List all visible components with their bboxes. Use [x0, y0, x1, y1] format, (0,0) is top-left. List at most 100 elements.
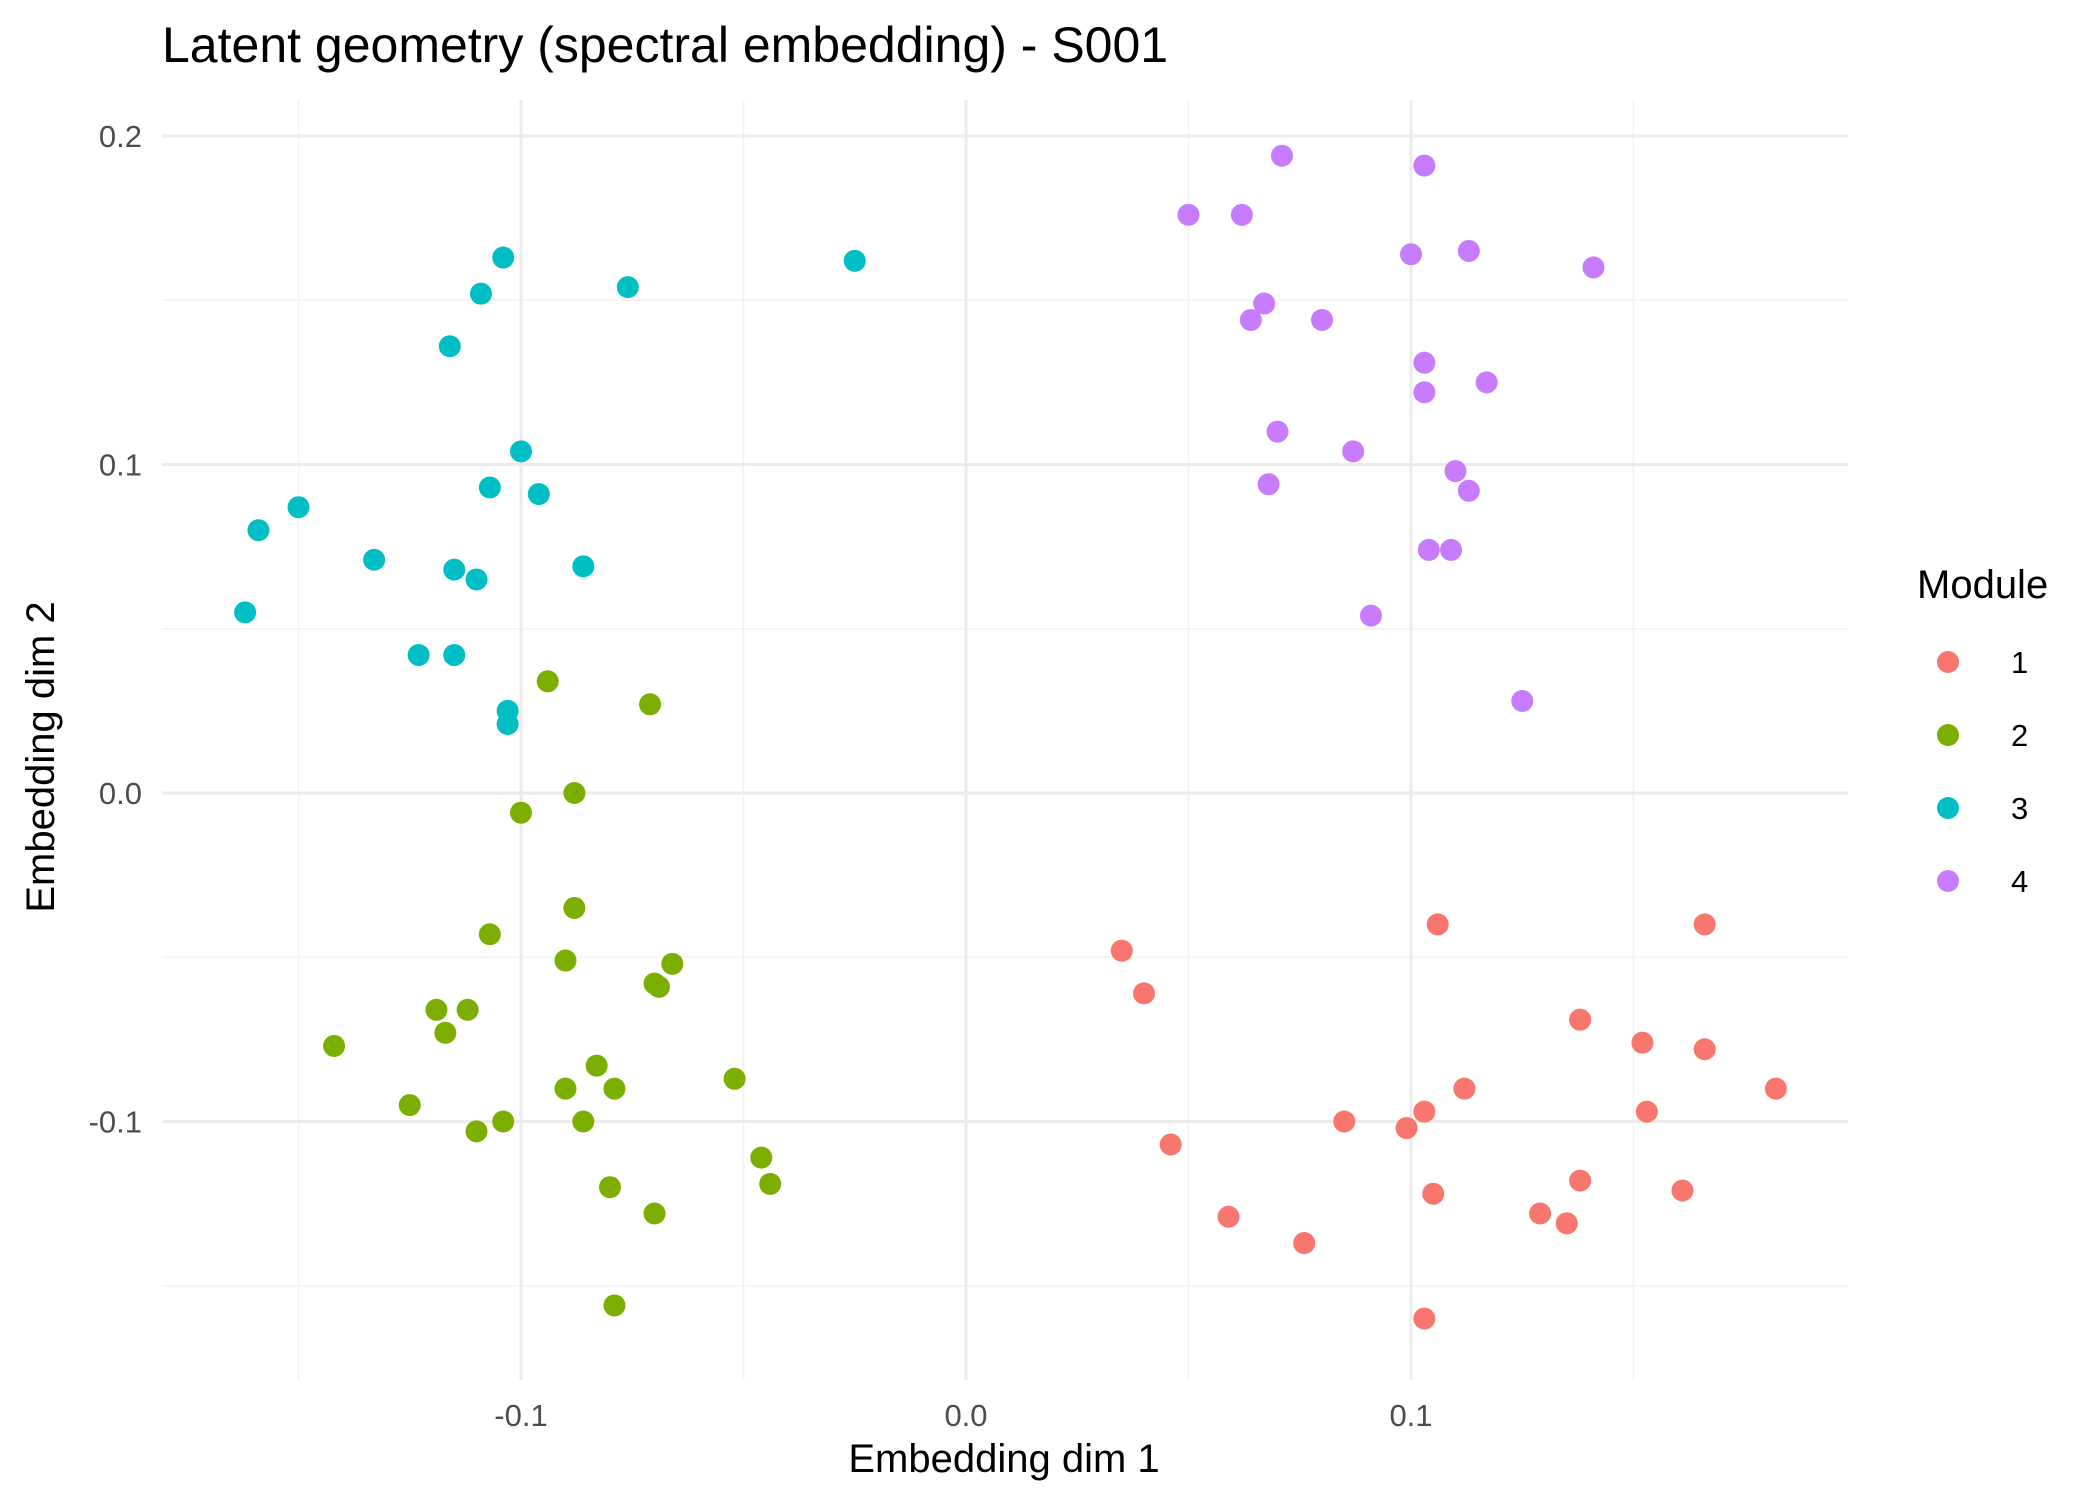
data-point-module-3 [247, 519, 270, 542]
data-point-module-1 [1426, 913, 1449, 936]
data-point-module-3 [407, 644, 430, 667]
data-point-module-2 [398, 1094, 421, 1117]
legend-items: 1 2 3 4 [1937, 645, 2028, 899]
data-point-module-1 [1333, 1110, 1356, 1133]
data-point-module-4 [1270, 144, 1293, 167]
data-point-module-3 [469, 282, 492, 305]
data-point-module-2 [759, 1172, 782, 1195]
y-tick-label: 0.1 [99, 448, 142, 483]
data-point-module-3 [478, 476, 501, 499]
data-point-module-3 [492, 246, 515, 269]
x-axis-title: Embedding dim 1 [848, 1437, 1159, 1481]
data-point-module-1 [1133, 982, 1155, 1005]
data-point-module-4 [1413, 351, 1436, 374]
data-point-module-1 [1569, 1169, 1592, 1192]
data-point-module-3 [363, 548, 386, 571]
data-point-module-4 [1444, 460, 1467, 483]
legend-label-module-2: 2 [2011, 718, 2028, 753]
data-point-module-1 [1293, 1232, 1316, 1255]
data-point-module-4 [1582, 256, 1605, 279]
series-3-group [234, 246, 866, 736]
data-point-module-2 [661, 952, 684, 975]
data-point-module-2 [434, 1021, 457, 1044]
legend-label-module-3: 3 [2011, 791, 2028, 826]
data-point-module-4 [1457, 479, 1480, 502]
data-point-module-2 [323, 1034, 346, 1057]
data-point-module-4 [1475, 371, 1498, 394]
data-point-module-1 [1693, 1038, 1716, 1061]
data-point-module-1 [1693, 913, 1716, 936]
data-point-module-2 [478, 923, 501, 946]
x-tick-label: -0.1 [494, 1398, 547, 1433]
data-point-module-2 [425, 998, 448, 1021]
legend-label-module-1: 1 [2011, 645, 2028, 680]
y-tick-label: -0.1 [89, 1105, 142, 1140]
data-point-module-2 [643, 1202, 666, 1225]
chart-title: Latent geometry (spectral embedding) - S… [162, 17, 1168, 73]
data-point-module-4 [1342, 440, 1365, 463]
data-point-module-4 [1400, 243, 1422, 266]
y-tick-label: 0.2 [99, 119, 142, 154]
data-point-module-3 [287, 496, 310, 519]
legend-title: Module [1917, 563, 2048, 607]
data-point-module-1 [1764, 1077, 1787, 1100]
data-point-module-4 [1511, 690, 1534, 713]
data-point-module-2 [750, 1146, 773, 1169]
data-point-module-1 [1110, 939, 1133, 962]
data-point-module-1 [1569, 1008, 1592, 1031]
data-point-module-1 [1413, 1100, 1436, 1123]
data-point-module-4 [1311, 308, 1333, 331]
data-point-module-2 [492, 1110, 515, 1133]
data-point-module-4 [1413, 154, 1436, 177]
data-point-module-2 [572, 1110, 595, 1133]
data-point-module-3 [496, 713, 519, 736]
x-tick-label: 0.1 [1389, 1398, 1432, 1433]
grid-layer [162, 100, 1848, 1380]
data-point-module-1 [1529, 1202, 1552, 1225]
data-point-module-1 [1422, 1182, 1445, 1205]
data-point-module-1 [1453, 1077, 1476, 1100]
data-point-module-2 [647, 975, 670, 998]
data-point-module-2 [510, 801, 532, 824]
x-tick-label: 0.0 [944, 1398, 987, 1433]
data-point-module-3 [843, 249, 866, 272]
data-point-module-2 [465, 1120, 488, 1143]
data-point-module-3 [616, 276, 639, 299]
y-axis-title: Embedding dim 2 [19, 601, 63, 912]
data-point-module-2 [554, 949, 577, 972]
data-point-module-2 [599, 1176, 621, 1199]
data-point-module-2 [456, 998, 479, 1021]
data-point-module-4 [1239, 308, 1262, 331]
series-2-group [323, 670, 782, 1317]
data-point-module-1 [1413, 1307, 1436, 1330]
data-point-module-3 [438, 335, 461, 358]
data-point-module-2 [603, 1294, 626, 1317]
data-point-module-3 [465, 568, 488, 591]
y-tick-label: 0.0 [99, 776, 142, 811]
data-point-module-2 [639, 693, 662, 716]
data-point-module-2 [554, 1077, 577, 1100]
data-point-module-3 [443, 558, 466, 581]
data-point-module-4 [1457, 239, 1480, 262]
data-point-module-2 [563, 782, 586, 804]
data-point-module-1 [1159, 1133, 1182, 1156]
legend-key-module-3 [1937, 797, 1959, 819]
data-point-module-4 [1359, 604, 1382, 627]
data-point-module-2 [603, 1077, 626, 1100]
data-point-module-2 [536, 670, 559, 693]
data-point-module-1 [1671, 1179, 1694, 1202]
data-point-module-4 [1266, 420, 1289, 443]
legend-key-module-2 [1937, 724, 1959, 746]
data-point-module-4 [1257, 473, 1280, 496]
data-point-module-4 [1440, 538, 1463, 561]
data-point-module-4 [1417, 538, 1440, 561]
legend-key-module-4 [1937, 870, 1959, 892]
data-point-module-1 [1635, 1100, 1658, 1123]
data-point-module-2 [563, 896, 586, 919]
data-point-module-1 [1217, 1205, 1240, 1228]
legend: Module 1 2 3 4 [1917, 563, 2048, 899]
data-point-module-4 [1413, 381, 1436, 404]
data-point-module-3 [510, 440, 532, 463]
